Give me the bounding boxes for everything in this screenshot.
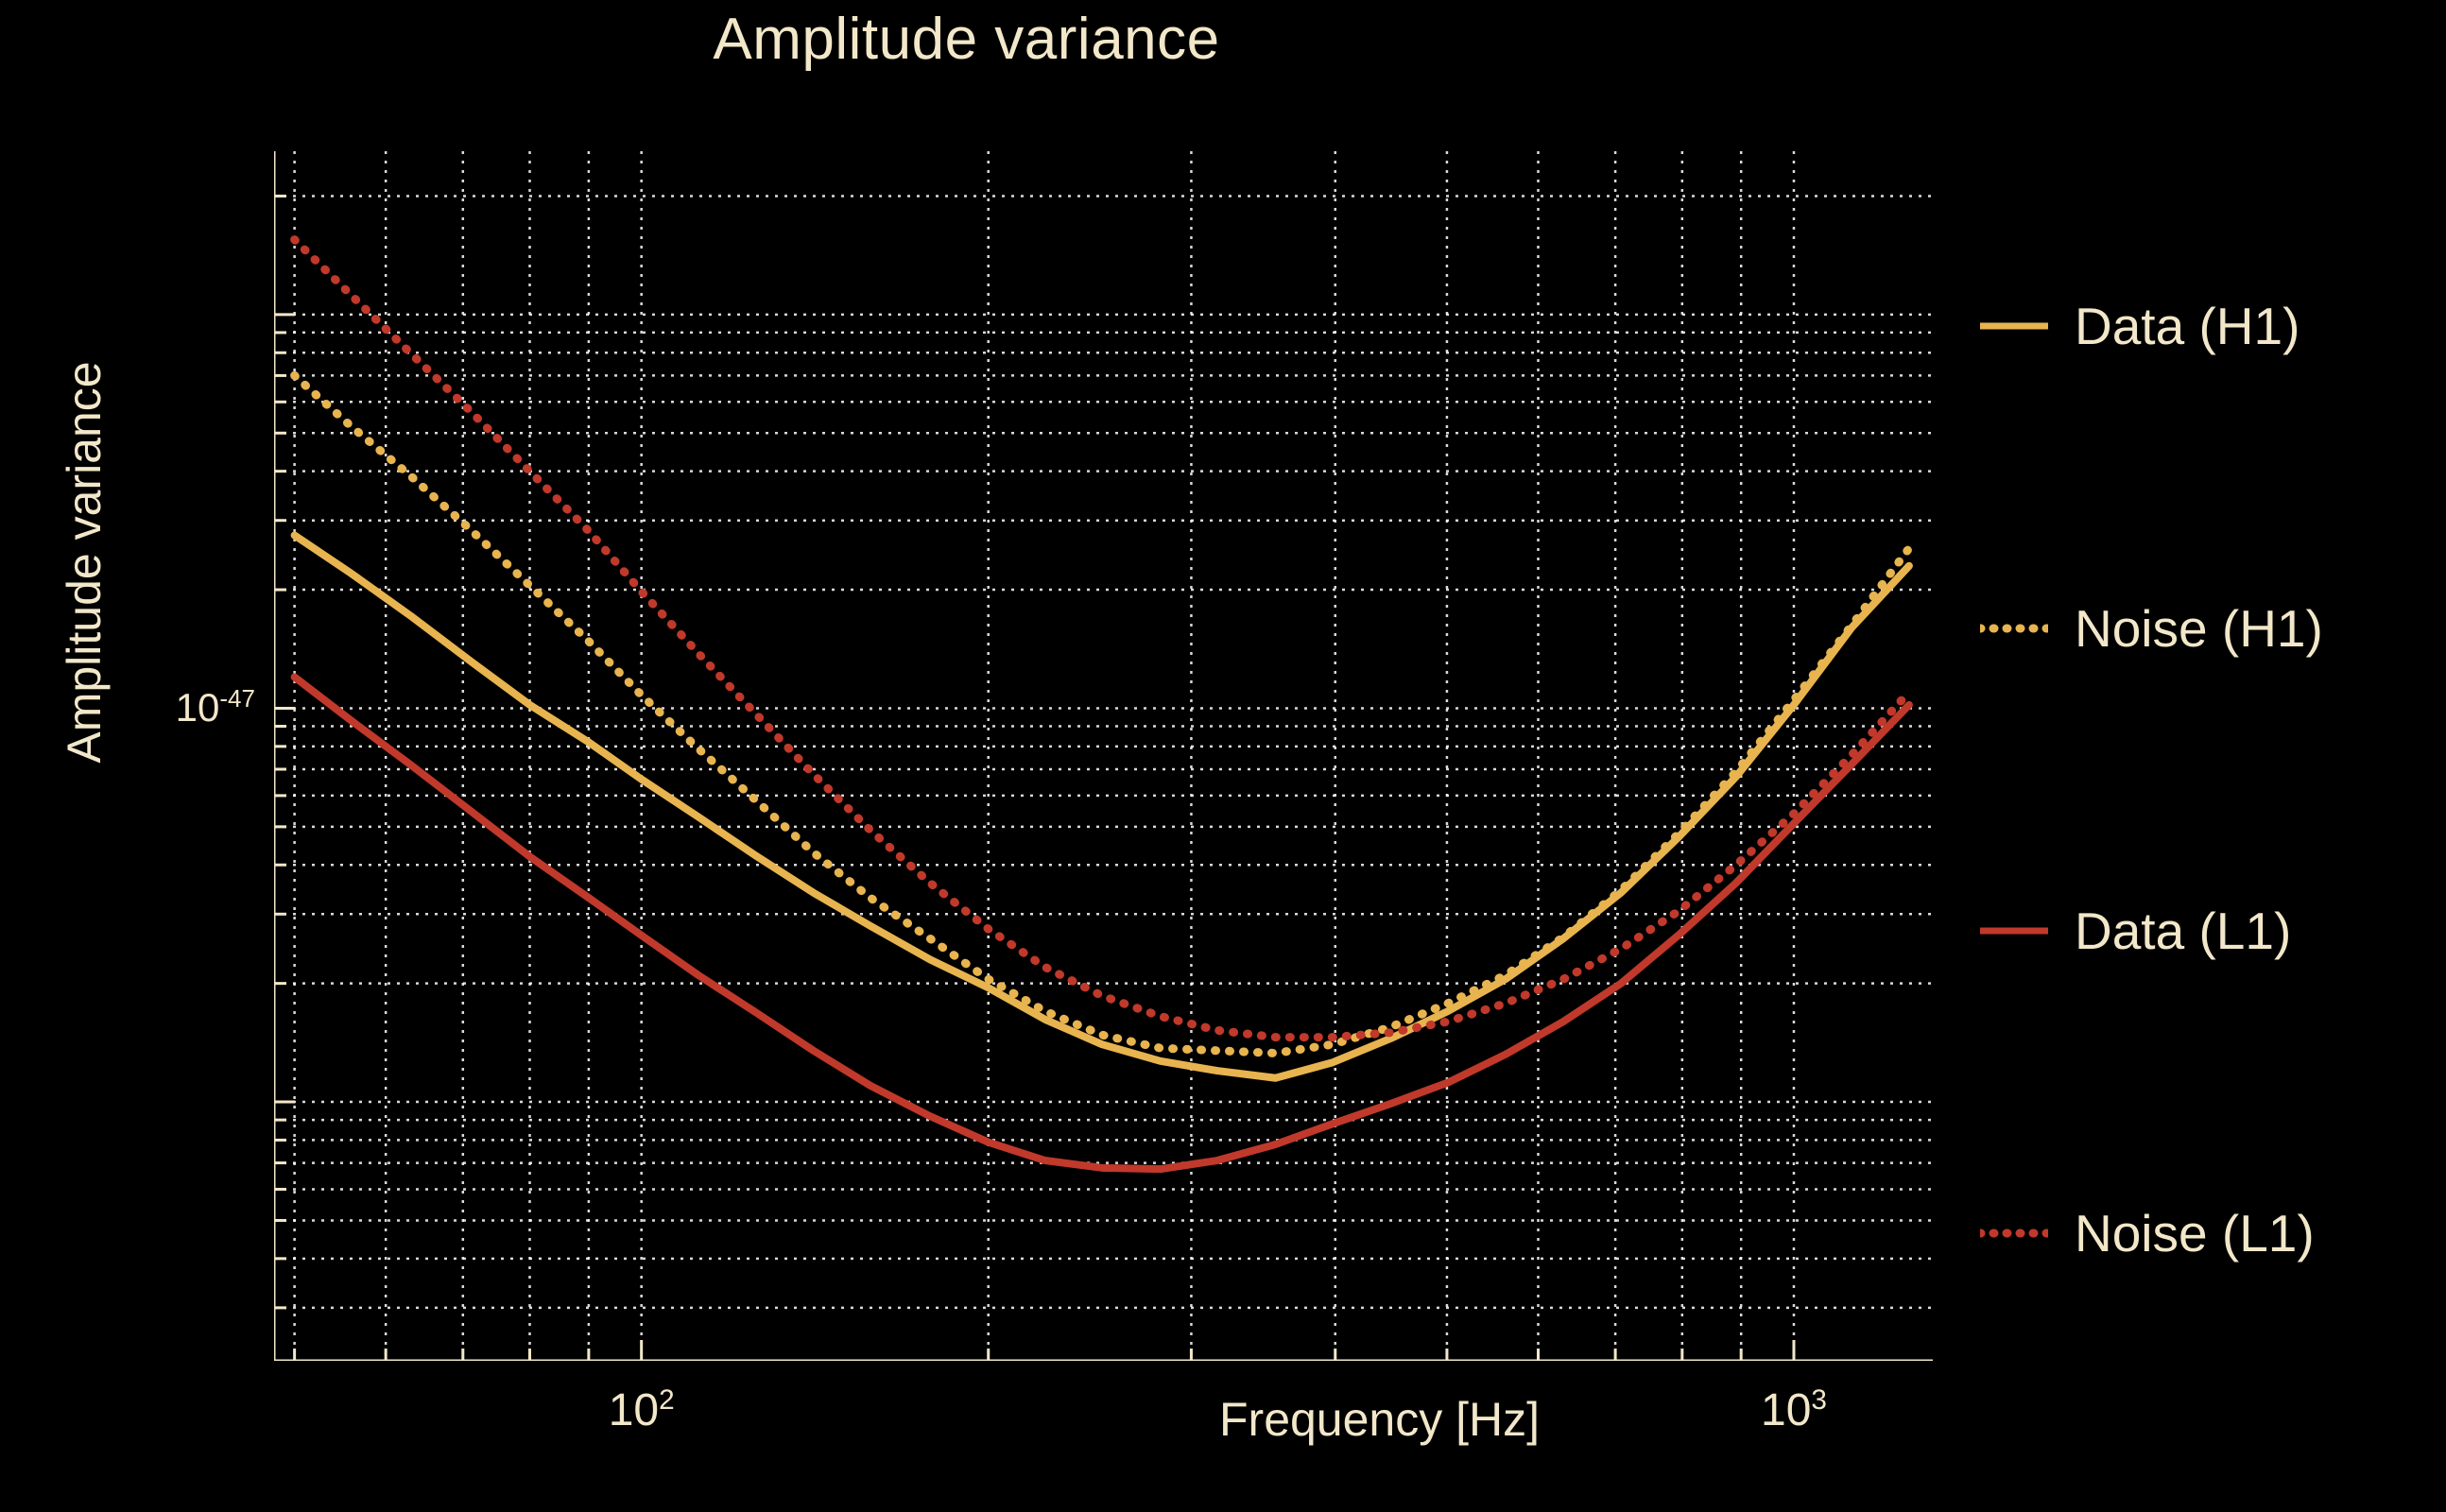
legend-item[interactable]: Data (H1) (1980, 293, 2300, 359)
legend-item[interactable]: Noise (H1) (1980, 595, 2323, 662)
legend-item-label: Noise (L1) (2075, 1203, 2315, 1263)
series-line (290, 531, 1913, 1082)
x-tick-label: 103 (1761, 1384, 1827, 1435)
legend-line-swatch (1980, 1217, 2048, 1249)
legend-line-swatch (1980, 310, 2048, 342)
legend-line-swatch (1980, 612, 2048, 644)
y-axis-label-text: Amplitude variance (58, 361, 111, 764)
legend-line-swatch (1980, 915, 2048, 947)
legend-item[interactable]: Data (L1) (1980, 898, 2291, 964)
plot-area (274, 151, 1933, 1361)
y-tick-label: 10-47 (175, 684, 255, 730)
y-axis-label: Amplitude variance (57, 232, 123, 893)
tick-marks (274, 194, 1796, 1361)
grid-lines (274, 151, 1933, 1361)
legend-item-label: Data (H1) (2075, 296, 2300, 355)
legend-item-label: Noise (H1) (2075, 598, 2323, 658)
plot-canvas (274, 151, 1933, 1361)
legend-item[interactable]: Noise (L1) (1980, 1200, 2315, 1266)
series-line (290, 235, 1914, 1042)
x-axis-label: Frequency [Hz] (1219, 1393, 1541, 1446)
page-title: Amplitude variance (713, 7, 1220, 72)
series-line (290, 370, 1914, 1057)
x-tick-label: 102 (608, 1384, 675, 1435)
legend-item-label: Data (L1) (2075, 901, 2292, 960)
series-line (290, 673, 1913, 1174)
